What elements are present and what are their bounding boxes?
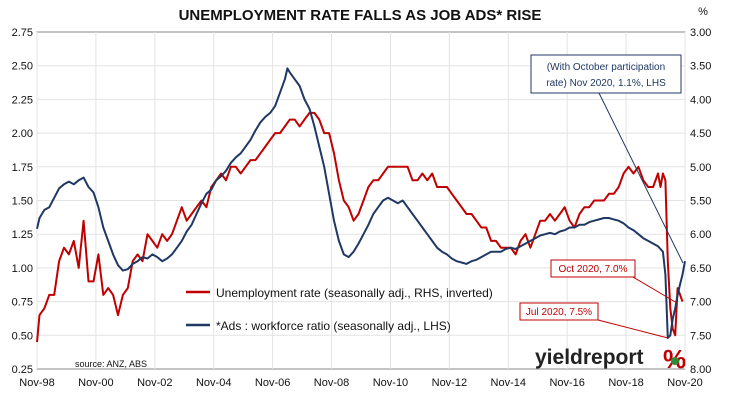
logo-wordmark: yieldreport	[535, 346, 644, 369]
right-axis-unit: %	[698, 6, 708, 18]
annotation-leader-jul2020	[597, 319, 669, 339]
annotation-leader-nov2020	[598, 92, 684, 264]
left-tick-label: 1.75	[12, 162, 33, 174]
legend-label-ads: *Ads : workforce ratio (seasonally adj.,…	[216, 319, 451, 333]
x-tick-label: Nov-04	[196, 377, 231, 389]
left-axis: 0.25 0.50 0.75 1.00 1.25 1.50 1.75 2.00 2.25 2.50…	[12, 27, 33, 376]
left-tick-label: 0.50	[12, 330, 33, 342]
right-tick-label: 8.00	[690, 364, 711, 376]
right-tick-label: 7.00	[690, 297, 711, 309]
source-note: source: ANZ, ABS	[75, 359, 147, 369]
x-tick-label: Nov-02	[137, 377, 172, 389]
x-tick-label: Nov-18	[608, 377, 643, 389]
chart-title: UNEMPLOYMENT RATE FALLS AS JOB ADS* RISE	[179, 7, 542, 24]
right-tick-label: 3.00	[690, 27, 711, 39]
left-tick-label: 1.50	[12, 196, 33, 208]
left-tick-label: 2.75	[12, 27, 33, 39]
series-layer	[36, 67, 686, 343]
right-tick-label: 4.00	[690, 94, 711, 106]
right-tick-label: 6.00	[690, 229, 711, 241]
legend-label-unemployment: Unemployment rate (seasonally adj., RHS,…	[216, 286, 493, 300]
logo-dot-icon	[671, 357, 679, 365]
x-tick-label: Nov-08	[314, 377, 349, 389]
x-axis: Nov-98 Nov-00 Nov-02 Nov-04 Nov-06 Nov-08 Nov-…	[19, 377, 702, 389]
x-tick-label: Nov-20	[667, 377, 702, 389]
left-tick-label: 1.00	[12, 263, 33, 275]
left-tick-label: 2.00	[12, 128, 33, 140]
ads-workforce-ratio-line	[36, 67, 686, 339]
x-tick-label: Nov-12	[432, 377, 467, 389]
right-tick-label: 3.50	[690, 61, 711, 73]
x-tick-label: Nov-10	[373, 377, 408, 389]
x-tick-label: Nov-06	[255, 377, 290, 389]
right-tick-label: 7.50	[690, 330, 711, 342]
right-tick-label: 5.00	[690, 162, 711, 174]
left-tick-label: 0.75	[12, 297, 33, 309]
annotation-oct2020: Oct 2020, 7.0%	[559, 264, 628, 275]
annotation-box-jul2020	[519, 302, 599, 321]
yieldreport-logo: yieldreport %	[535, 344, 686, 374]
annotation-nov2020-line2: rate) Nov 2020, 1.1%, LHS	[546, 78, 666, 89]
left-tick-label: 2.50	[12, 61, 33, 73]
right-axis: 8.00 7.50 7.00 6.50 6.00 5.50 5.00 4.50 4.00 3.50…	[690, 27, 711, 376]
annotation-jul2020: Jul 2020, 7.5%	[526, 307, 592, 318]
right-tick-label: 4.50	[690, 128, 711, 140]
x-tick-label: Nov-14	[491, 377, 526, 389]
left-tick-label: 1.25	[12, 229, 33, 241]
annotation-box-nov2020	[530, 54, 682, 94]
x-tick-label: Nov-16	[549, 377, 584, 389]
right-tick-label: 5.50	[690, 196, 711, 208]
annotation-box-oct2020	[550, 259, 636, 278]
annotations: (With October participation rate) Nov 20…	[519, 54, 684, 339]
annotation-nov2020-line1: (With October participation	[547, 62, 665, 73]
annotation-leader-oct2020	[632, 276, 678, 304]
x-tick-label: Nov-00	[78, 377, 113, 389]
left-tick-label: 2.25	[12, 94, 33, 106]
unemployment-rate-line	[36, 111, 684, 343]
left-tick-label: 0.25	[12, 364, 33, 376]
legend: Unemployment rate (seasonally adj., RHS,…	[186, 286, 493, 333]
right-tick-label: 6.50	[690, 263, 711, 275]
x-tick-label: Nov-98	[19, 377, 54, 389]
gridlines	[36, 32, 686, 369]
